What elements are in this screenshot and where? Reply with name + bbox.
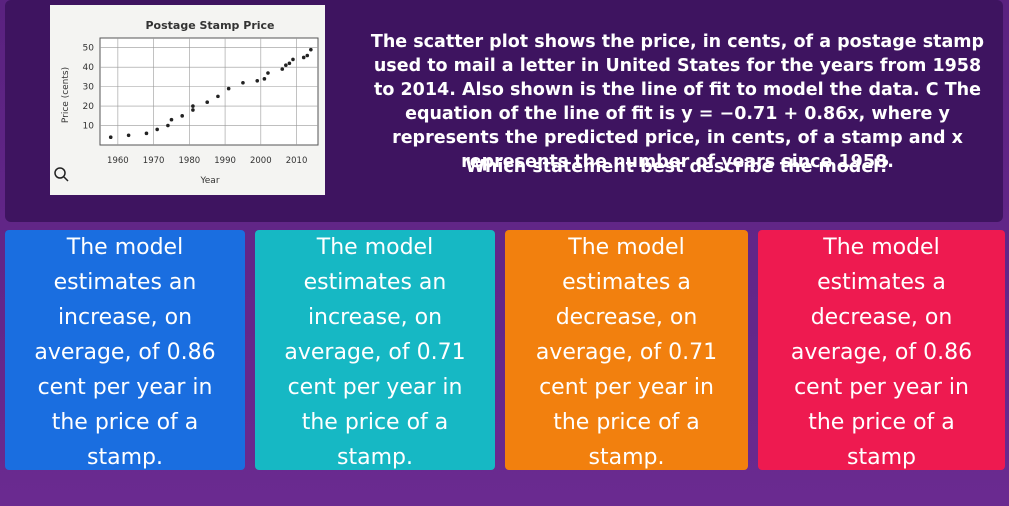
answer-option[interactable]: The model estimates a decrease, on avera… bbox=[505, 230, 748, 470]
y-tick-label: 50 bbox=[83, 44, 95, 54]
answer-option[interactable]: The model estimates a decrease, on avera… bbox=[758, 230, 1005, 470]
zoom-icon-handle bbox=[63, 176, 69, 182]
data-point bbox=[284, 63, 288, 68]
scatter-figure: Postage Stamp Price Year Price (cents) 1… bbox=[50, 5, 325, 195]
x-tick-label: 1960 bbox=[107, 156, 129, 166]
y-axis-label: Price (cents) bbox=[61, 67, 71, 123]
x-tick-label: 2010 bbox=[286, 156, 308, 166]
answer-text: The model estimates a decrease, on avera… bbox=[790, 235, 973, 470]
data-point bbox=[291, 57, 295, 62]
data-point bbox=[266, 71, 270, 75]
y-tick-label: 40 bbox=[83, 63, 95, 73]
answer-option[interactable]: The model estimates an increase, on aver… bbox=[5, 230, 245, 470]
data-point bbox=[180, 114, 184, 118]
y-tick-label: 10 bbox=[83, 122, 95, 132]
question-prompt: Which statement best describe the model? bbox=[465, 157, 890, 177]
data-point bbox=[226, 86, 231, 91]
plot-area bbox=[99, 37, 319, 146]
data-point bbox=[169, 117, 174, 122]
y-tick-label: 30 bbox=[83, 83, 95, 93]
data-point bbox=[280, 67, 285, 71]
data-point bbox=[205, 100, 210, 104]
data-point bbox=[166, 123, 170, 128]
data-point bbox=[301, 55, 306, 60]
data-point bbox=[108, 135, 113, 140]
x-tick-label: 1990 bbox=[214, 156, 236, 166]
data-point bbox=[126, 133, 131, 138]
answer-option[interactable]: The model estimates an increase, on aver… bbox=[255, 230, 495, 470]
answer-text: The model estimates an increase, on aver… bbox=[34, 235, 216, 470]
data-point bbox=[144, 131, 149, 136]
x-tick-label: 2000 bbox=[250, 156, 272, 166]
data-point bbox=[216, 94, 220, 99]
data-point bbox=[241, 80, 245, 85]
x-tick-label: 1970 bbox=[143, 156, 165, 166]
data-point bbox=[262, 77, 267, 81]
data-point bbox=[287, 61, 292, 66]
answer-text: The model estimates a decrease, on avera… bbox=[535, 235, 718, 470]
data-point bbox=[305, 53, 310, 58]
data-point bbox=[191, 104, 195, 108]
x-axis-label: Year bbox=[199, 176, 219, 186]
data-point bbox=[155, 127, 159, 132]
data-point bbox=[191, 108, 195, 112]
question-text: The scatter plot shows the price, in cen… bbox=[370, 32, 985, 172]
data-point bbox=[255, 79, 260, 83]
data-point bbox=[309, 47, 313, 52]
x-tick-label: 1980 bbox=[179, 156, 201, 166]
figure-title: Postage Stamp Price bbox=[145, 19, 274, 32]
answer-text: The model estimates an increase, on aver… bbox=[284, 235, 466, 470]
zoom-icon[interactable] bbox=[54, 167, 66, 179]
y-tick-label: 20 bbox=[83, 102, 95, 112]
